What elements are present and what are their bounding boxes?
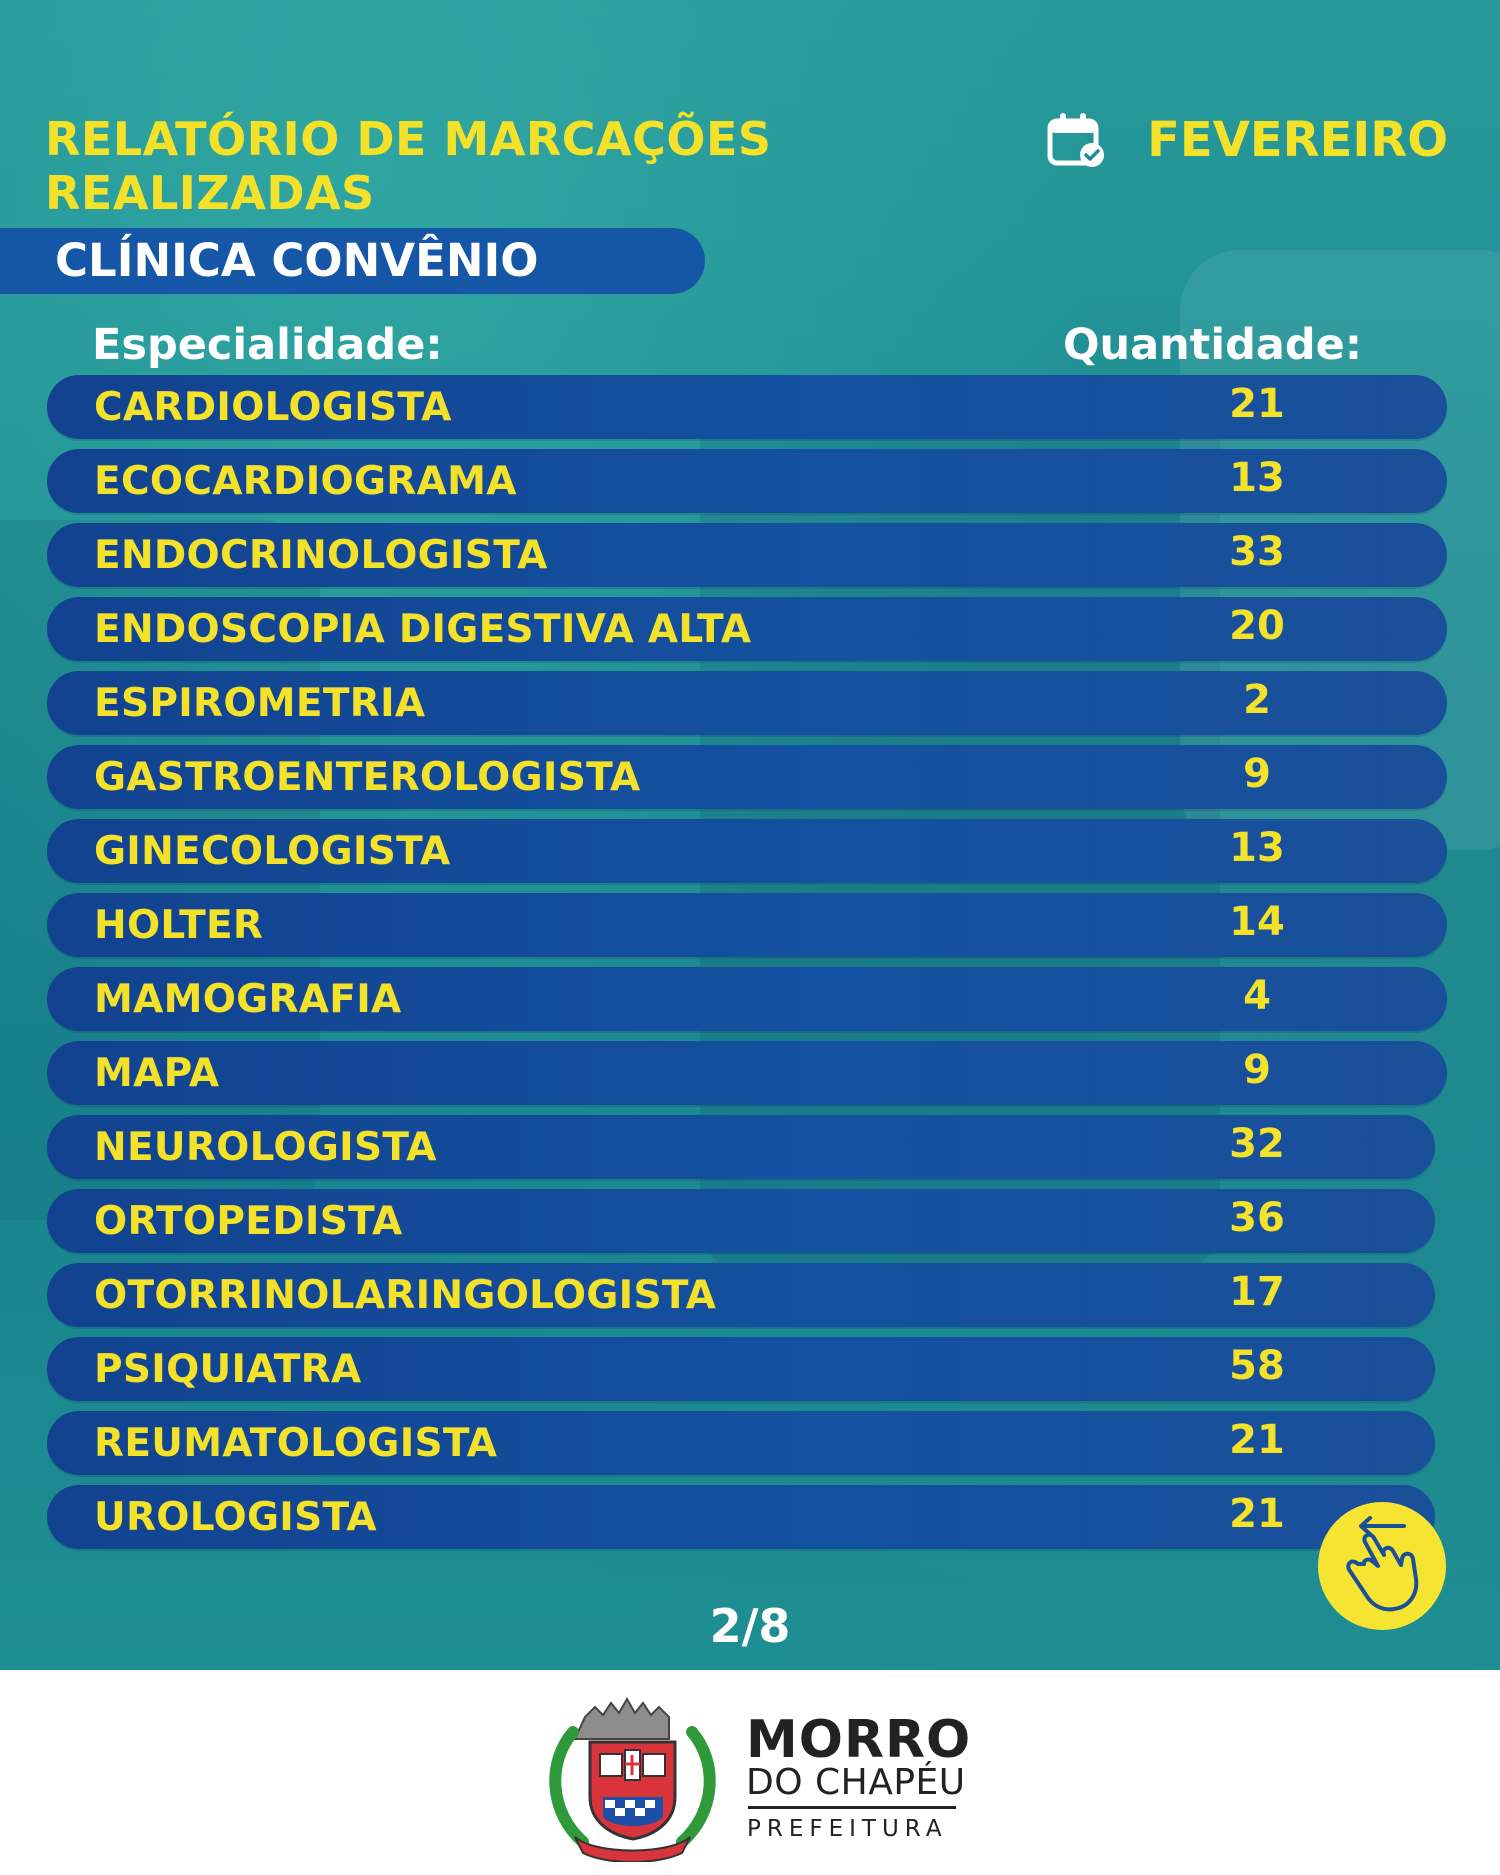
specialty-quantity: 14 — [1229, 899, 1285, 945]
specialty-quantity: 2 — [1243, 677, 1271, 723]
brand-name-secondary: DO CHAPÉU — [746, 1762, 966, 1803]
specialty-quantity: 33 — [1229, 529, 1285, 575]
specialty-quantity: 21 — [1229, 1491, 1285, 1537]
specialty-name: HOLTER — [94, 903, 264, 948]
table-row: MAMOGRAFIA 4 — [47, 967, 1447, 1031]
month-label: FEVEREIRO — [1147, 112, 1448, 168]
specialty-quantity: 9 — [1243, 751, 1271, 797]
table-row: MAPA 9 — [47, 1041, 1447, 1105]
swipe-hand-icon — [1346, 1516, 1419, 1612]
specialty-table: CARDIOLOGISTA 21 ECOCARDIOGRAMA 13 ENDOCRI… — [47, 375, 1447, 1559]
specialty-quantity: 13 — [1229, 825, 1285, 871]
specialty-name: ESPIROMETRIA — [94, 681, 426, 726]
specialty-name: ENDOSCOPIA DIGESTIVA ALTA — [94, 607, 752, 652]
specialty-quantity: 21 — [1229, 381, 1285, 427]
specialty-name: CARDIOLOGISTA — [94, 385, 452, 430]
footer — [0, 1670, 1500, 1875]
specialty-quantity: 9 — [1243, 1047, 1271, 1093]
specialty-quantity: 17 — [1229, 1269, 1285, 1315]
table-row: ENDOCRINOLOGISTA 33 — [47, 523, 1447, 587]
table-row: GINECOLOGISTA 13 — [47, 819, 1447, 883]
specialty-name: MAPA — [94, 1051, 220, 1096]
table-row: ORTOPEDISTA 36 — [47, 1189, 1435, 1253]
table-row: ECOCARDIOGRAMA 13 — [47, 449, 1447, 513]
table-row: PSIQUIATRA 58 — [47, 1337, 1435, 1401]
table-row: ENDOSCOPIA DIGESTIVA ALTA 20 — [47, 597, 1447, 661]
clinic-banner: CLÍNICA CONVÊNIO — [0, 228, 705, 294]
column-header-specialty: Especialidade: — [92, 320, 443, 370]
table-row: REUMATOLOGISTA 21 — [47, 1411, 1435, 1475]
specialty-quantity: 21 — [1229, 1417, 1285, 1463]
table-row: UROLOGISTA 21 — [47, 1485, 1435, 1549]
specialty-quantity: 13 — [1229, 455, 1285, 501]
specialty-name: NEUROLOGISTA — [94, 1125, 437, 1170]
specialty-quantity: 32 — [1229, 1121, 1285, 1167]
specialty-quantity: 36 — [1229, 1195, 1285, 1241]
brand-divider — [748, 1806, 956, 1809]
table-row: HOLTER 14 — [47, 893, 1447, 957]
table-row: ESPIROMETRIA 2 — [47, 671, 1447, 735]
brand-name: MORRO — [746, 1710, 972, 1770]
specialty-name: GINECOLOGISTA — [94, 829, 451, 874]
specialty-name: PSIQUIATRA — [94, 1347, 362, 1392]
report-title-line2: REALIZADAS — [45, 166, 375, 220]
specialty-name: ORTOPEDISTA — [94, 1199, 403, 1244]
specialty-name: ECOCARDIOGRAMA — [94, 459, 517, 504]
specialty-name: MAMOGRAFIA — [94, 977, 402, 1022]
column-header-quantity: Quantidade: — [1063, 320, 1363, 370]
table-row: OTORRINOLARINGOLOGISTA 17 — [47, 1263, 1435, 1327]
swipe-button[interactable] — [1318, 1502, 1446, 1630]
municipal-crest-icon — [549, 1696, 716, 1862]
calendar-check-icon — [1047, 113, 1105, 167]
specialty-quantity: 20 — [1229, 603, 1285, 649]
specialty-name: ENDOCRINOLOGISTA — [94, 533, 548, 578]
specialty-name: REUMATOLOGISTA — [94, 1421, 498, 1466]
report-title: RELATÓRIO DE MARCAÇÕES REALIZADAS — [45, 112, 772, 220]
specialty-name: UROLOGISTA — [94, 1495, 377, 1540]
table-row: NEUROLOGISTA 32 — [47, 1115, 1435, 1179]
month-label-group: FEVEREIRO — [1047, 112, 1448, 168]
specialty-name: GASTROENTEROLOGISTA — [94, 755, 641, 800]
table-row: CARDIOLOGISTA 21 — [47, 375, 1447, 439]
specialty-quantity: 58 — [1229, 1343, 1285, 1389]
report-title-line1: RELATÓRIO DE MARCAÇÕES — [45, 112, 772, 166]
brand-subtitle: PREFEITURA — [747, 1816, 948, 1842]
specialty-name: OTORRINOLARINGOLOGISTA — [94, 1273, 717, 1318]
table-row: GASTROENTEROLOGISTA 9 — [47, 745, 1447, 809]
clinic-name: CLÍNICA CONVÊNIO — [55, 234, 539, 287]
page-indicator: 2/8 — [709, 1599, 791, 1653]
specialty-quantity: 4 — [1243, 973, 1271, 1019]
